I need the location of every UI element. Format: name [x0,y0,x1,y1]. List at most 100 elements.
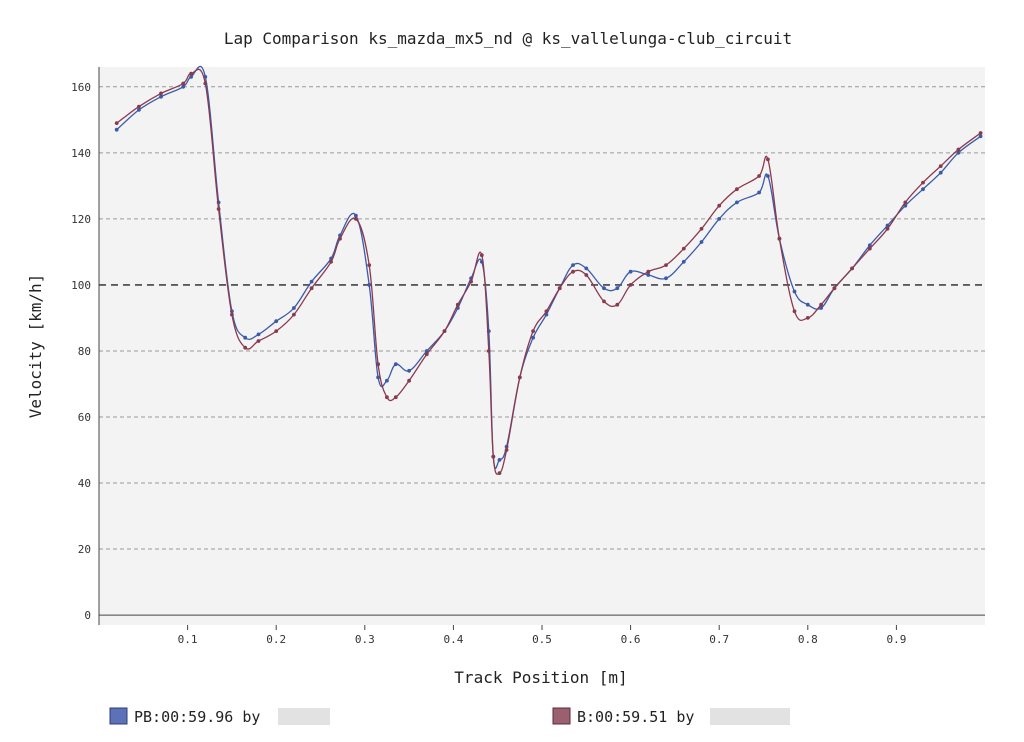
data-point[interactable] [469,279,473,284]
data-point[interactable] [159,91,163,96]
data-point[interactable] [424,352,429,357]
data-point[interactable] [628,269,633,274]
data-point[interactable] [757,190,761,195]
data-point[interactable] [557,286,562,291]
data-point[interactable] [646,269,651,274]
data-point[interactable] [938,170,943,175]
data-point[interactable] [455,302,460,307]
data-point[interactable] [517,375,522,380]
data-point[interactable] [504,448,509,452]
data-point[interactable] [189,71,194,76]
legend-item-b[interactable]: B:00:59.51 by [552,707,790,726]
data-point[interactable] [664,276,668,281]
data-point[interactable] [615,302,620,307]
data-point[interactable] [203,81,208,86]
data-point[interactable] [921,180,925,185]
data-point[interactable] [805,302,810,307]
data-point[interactable] [376,375,380,380]
data-point[interactable] [274,319,279,324]
data-point[interactable] [956,147,961,152]
data-point[interactable] [354,217,358,221]
data-point[interactable] [181,84,186,89]
data-point[interactable] [681,259,686,264]
data-point[interactable] [544,309,549,314]
data-point[interactable] [646,273,651,277]
data-point[interactable] [497,471,502,475]
data-point[interactable] [805,316,810,320]
data-point[interactable] [137,104,141,109]
data-point[interactable] [309,279,314,284]
data-point[interactable] [243,335,248,340]
data-point[interactable] [571,263,575,267]
data-point[interactable] [938,164,943,169]
data-point[interactable] [921,187,925,192]
data-point[interactable] [735,200,739,205]
data-point[interactable] [230,312,234,317]
data-point[interactable] [819,306,823,310]
data-point[interactable] [602,286,606,291]
data-point[interactable] [497,458,502,462]
data-point[interactable] [867,243,872,248]
data-point[interactable] [615,286,620,291]
data-point[interactable] [407,378,411,383]
data-point[interactable] [393,362,398,367]
data-point[interactable] [832,286,837,291]
data-point[interactable] [159,94,163,99]
data-point[interactable] [479,253,484,258]
data-point[interactable] [792,309,797,314]
data-point[interactable] [584,266,589,271]
data-point[interactable] [329,259,333,264]
data-point[interactable] [531,329,535,333]
data-point[interactable] [243,345,248,350]
data-point[interactable] [792,289,797,294]
data-point[interactable] [274,329,279,333]
data-point[interactable] [491,454,496,459]
data-point[interactable] [385,378,389,383]
data-point[interactable] [256,339,261,343]
data-point[interactable] [717,217,722,221]
data-point[interactable] [393,395,398,400]
data-point[interactable] [766,157,770,162]
data-point[interactable] [216,207,221,211]
data-point[interactable] [309,286,314,291]
data-point[interactable] [681,246,686,251]
data-point[interactable] [850,266,854,271]
data-point[interactable] [486,349,491,353]
data-point[interactable] [407,368,411,373]
data-point[interactable] [367,263,372,267]
data-point[interactable] [766,174,770,178]
data-point[interactable] [354,213,358,218]
data-point[interactable] [956,150,961,155]
data-point[interactable] [256,332,261,337]
data-point[interactable] [114,127,119,132]
data-point[interactable] [628,283,633,287]
data-point[interactable] [292,306,296,310]
data-point[interactable] [699,226,704,231]
data-point[interactable] [376,362,380,367]
data-point[interactable] [978,131,983,135]
data-point[interactable] [584,273,589,277]
data-point[interactable] [531,335,535,340]
data-point[interactable] [819,302,823,307]
legend-item-pb[interactable]: PB:00:59.96 by [109,707,330,726]
data-point[interactable] [338,236,342,241]
data-point[interactable] [717,203,722,208]
data-point[interactable] [189,75,194,79]
data-point[interactable] [903,200,908,205]
data-point[interactable] [777,236,782,241]
data-point[interactable] [137,108,141,112]
data-point[interactable] [978,134,983,139]
data-point[interactable] [757,174,761,178]
data-point[interactable] [602,299,606,304]
data-point[interactable] [571,269,575,274]
data-point[interactable] [292,312,296,317]
data-point[interactable] [867,246,872,251]
data-point[interactable] [885,226,890,231]
data-point[interactable] [114,121,119,125]
data-point[interactable] [385,395,389,400]
data-point[interactable] [664,263,668,267]
data-point[interactable] [735,187,739,192]
data-point[interactable] [442,329,447,333]
data-point[interactable] [181,81,186,86]
data-point[interactable] [367,283,372,287]
